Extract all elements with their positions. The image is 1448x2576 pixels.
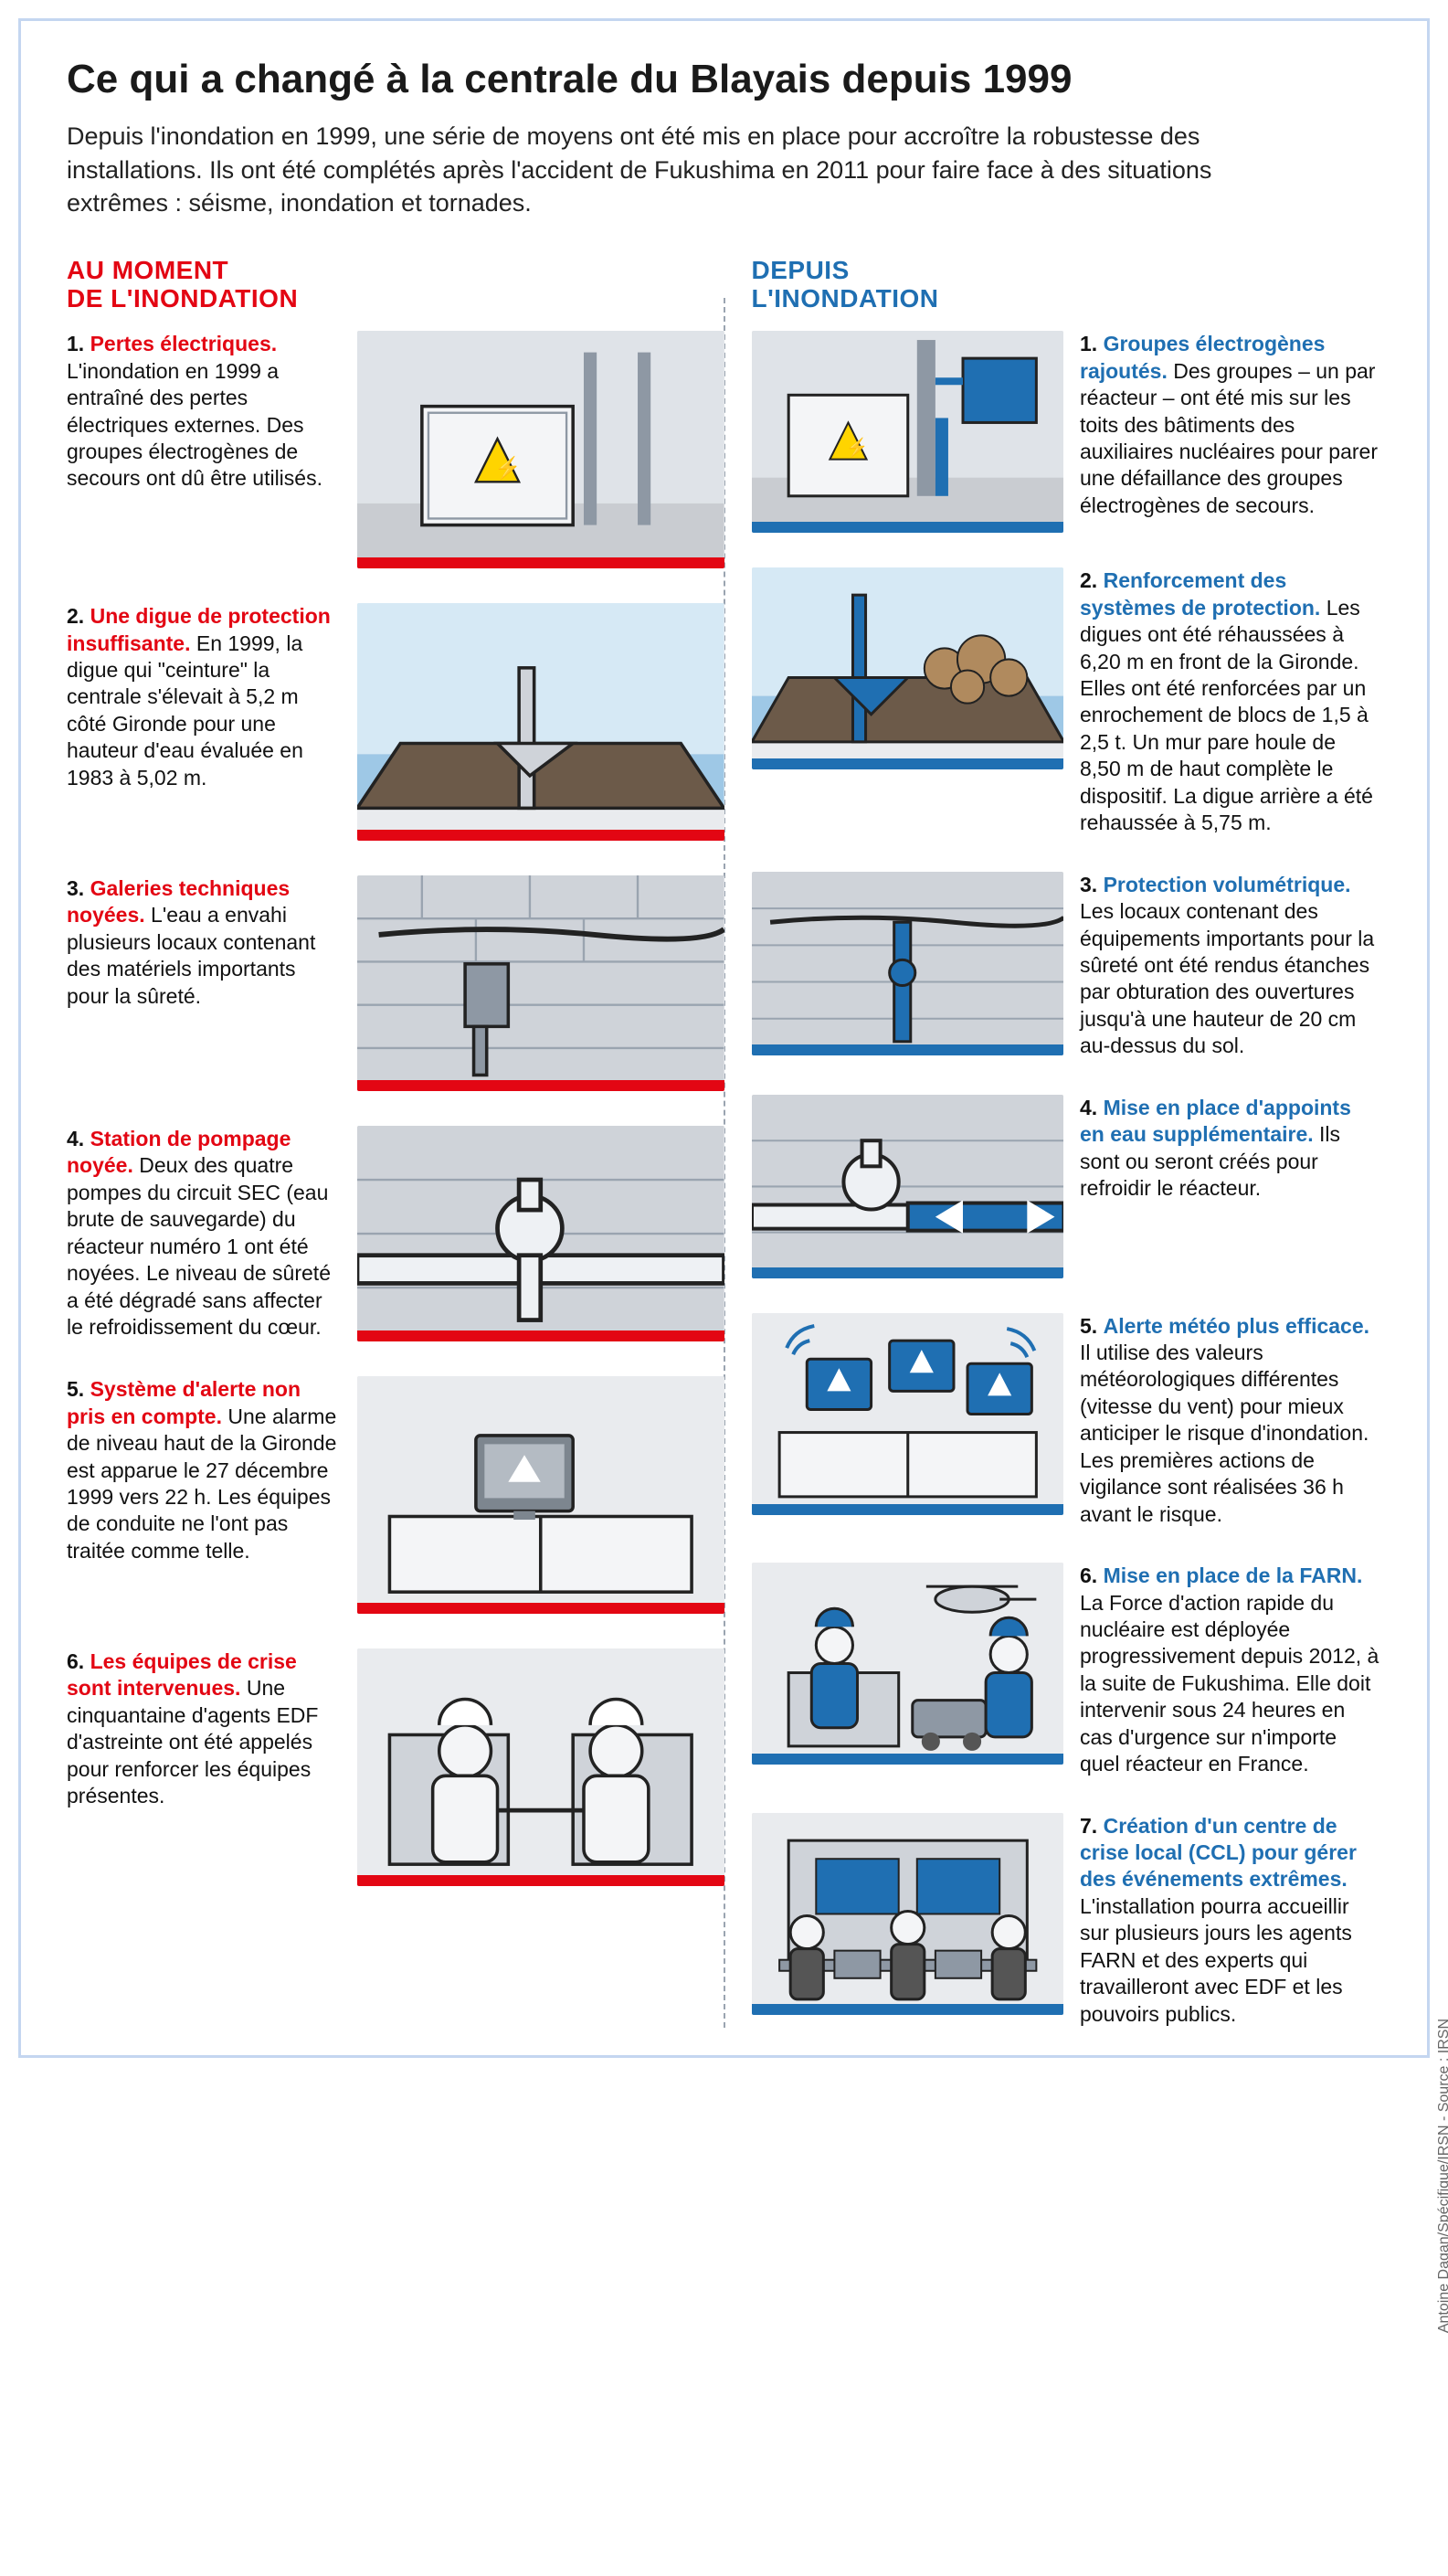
left-item-3: 3. Galeries techniques noyées. L'eau a e…	[67, 875, 724, 1091]
right-item-4: 4. Mise en place d'appoints en eau suppl…	[752, 1095, 1382, 1278]
right-text-6: 6. Mise en place de la FARN. La Force d'…	[1080, 1563, 1381, 1778]
right-item-3: 3. Protection volumétrique. Les locaux c…	[752, 872, 1382, 1060]
left-text-1: 1. Pertes électriques. L'inondation en 1…	[67, 331, 341, 493]
col-header-line2: L'INONDATION	[752, 284, 939, 313]
left-item-5: 5. Système d'alerte non pris en compte. …	[67, 1376, 724, 1614]
right-text-1: 1. Groupes électrogènes rajoutés. Des gr…	[1080, 331, 1381, 519]
illus-pump-after	[752, 1095, 1064, 1278]
illus-ccl	[752, 1813, 1064, 2015]
right-item-6: 6. Mise en place de la FARN. La Force d'…	[752, 1563, 1382, 1778]
two-column-grid: AU MOMENT DE L'INONDATION 1. Pertes élec…	[67, 257, 1381, 2028]
infographic-frame: Ce qui a changé à la centrale du Blayais…	[18, 18, 1430, 2058]
right-item-5: 5. Alerte météo plus efficace. Il utilis…	[752, 1313, 1382, 1529]
left-item-1: 1. Pertes électriques. L'inondation en 1…	[67, 331, 724, 568]
right-text-3: 3. Protection volumétrique. Les locaux c…	[1080, 872, 1381, 1060]
right-text-4: 4. Mise en place d'appoints en eau suppl…	[1080, 1095, 1381, 1203]
illus-pump-before	[357, 1126, 724, 1341]
illus-teams-before	[357, 1648, 724, 1886]
col-header-line1: AU MOMENT	[67, 256, 228, 284]
left-item-2: 2. Une digue de protection insuffisante.…	[67, 603, 724, 841]
right-text-5: 5. Alerte météo plus efficace. Il utilis…	[1080, 1313, 1381, 1529]
column-before: AU MOMENT DE L'INONDATION 1. Pertes élec…	[67, 257, 724, 2028]
column-after: DEPUIS L'INONDATION ⚡	[724, 257, 1382, 2028]
illus-alert-after	[752, 1313, 1064, 1515]
credit-line: Antoine Dagan/Spécifique/IRSN - Source :…	[1436, 2019, 1448, 2333]
right-text-7: 7. Création d'un centre de crise local (…	[1080, 1813, 1381, 2029]
intro-text: Depuis l'inondation en 1999, une série d…	[67, 120, 1316, 219]
illus-electrical-after: ⚡	[752, 331, 1064, 533]
right-item-7: 7. Création d'un centre de crise local (…	[752, 1813, 1382, 2029]
left-text-6: 6. Les équipes de crise sont intervenues…	[67, 1648, 341, 1810]
column-header-after: DEPUIS L'INONDATION	[752, 257, 1382, 313]
left-item-4: 4. Station de pompage noyée. Deux des qu…	[67, 1126, 724, 1341]
illus-farn	[752, 1563, 1064, 1765]
column-header-before: AU MOMENT DE L'INONDATION	[67, 257, 724, 313]
left-text-4: 4. Station de pompage noyée. Deux des qu…	[67, 1126, 341, 1341]
left-text-3: 3. Galeries techniques noyées. L'eau a e…	[67, 875, 341, 1010]
right-item-2: 2. Renforcement des systèmes de protecti…	[752, 567, 1382, 836]
left-text-5: 5. Système d'alerte non pris en compte. …	[67, 1376, 341, 1564]
left-item-6: 6. Les équipes de crise sont intervenues…	[67, 1648, 724, 1886]
illus-gallery-after	[752, 872, 1064, 1055]
right-item-1: ⚡ 1. Groupes électrogènes rajoutés. Des …	[752, 331, 1382, 533]
illus-gallery-before	[357, 875, 724, 1091]
illus-dike-before	[357, 603, 724, 841]
page-title: Ce qui a changé à la centrale du Blayais…	[67, 58, 1381, 101]
left-text-2: 2. Une digue de protection insuffisante.…	[67, 603, 341, 791]
right-text-2: 2. Renforcement des systèmes de protecti…	[1080, 567, 1381, 836]
svg-text:⚡: ⚡	[494, 456, 521, 482]
illus-alert-before	[357, 1376, 724, 1614]
illus-electrical-before: ⚡	[357, 331, 724, 568]
col-header-line1: DEPUIS	[752, 256, 850, 284]
col-header-line2: DE L'INONDATION	[67, 284, 298, 313]
illus-dike-after	[752, 567, 1064, 769]
svg-text:⚡: ⚡	[845, 437, 868, 460]
